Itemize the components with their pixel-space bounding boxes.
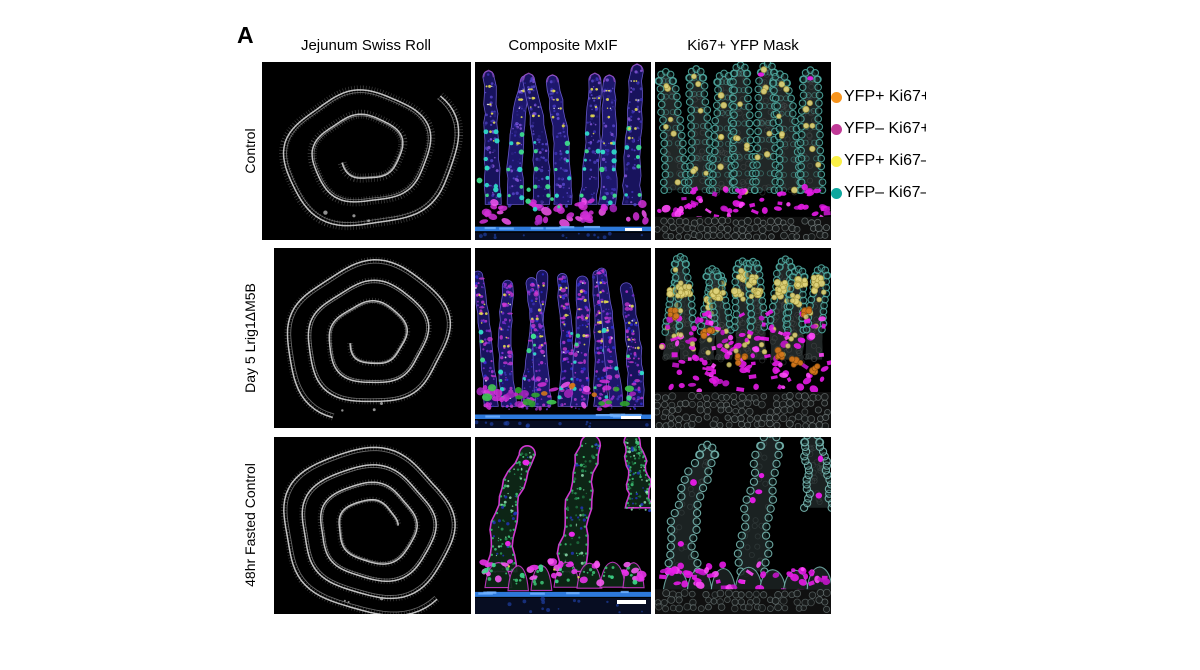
panel-fasted-swiss-roll	[274, 437, 471, 614]
row-label-day5-lrig1: Day 5 Lrig1ΔM5B	[242, 283, 258, 393]
panel-day5-swiss-roll	[274, 248, 471, 428]
panel-day5-composite-mxif	[475, 248, 651, 428]
panel-control-ki67-yfp-mask	[655, 62, 831, 240]
legend-item-yfp-pos-ki67-pos: YFP+ Ki67+	[831, 89, 926, 105]
microscopy-image-control-mask	[655, 62, 831, 240]
scale-bar	[617, 600, 646, 604]
panel-control-composite-mxif	[475, 62, 651, 240]
panel-day5-ki67-yfp-mask	[655, 248, 831, 428]
column-header-composite-mxif: Composite MxIF	[508, 37, 618, 54]
panel-fasted-composite-mxif	[475, 437, 651, 614]
legend-item-yfp-neg-ki67-pos: YFP– Ki67+	[831, 120, 926, 137]
legend-label: YFP+ Ki67+	[844, 89, 926, 105]
legend-item-yfp-neg-ki67-neg: YFP– Ki67–	[831, 184, 926, 201]
legend-dot-yellow	[831, 155, 842, 167]
scale-bar	[625, 228, 642, 231]
legend-dot-magenta	[831, 123, 842, 135]
panel-letter: A	[237, 22, 254, 48]
legend: YFP+ Ki67+ YFP– Ki67+ YFP+ Ki67– YFP– Ki…	[831, 89, 926, 217]
legend-label: YFP– Ki67–	[844, 184, 926, 201]
column-header-ki67-yfp-mask: Ki67+ YFP Mask	[687, 37, 799, 54]
microscopy-image-control-composite	[475, 63, 651, 240]
legend-item-yfp-pos-ki67-neg: YFP+ Ki67–	[831, 152, 926, 169]
microscopy-image-day5-composite	[475, 267, 651, 428]
legend-dot-teal	[831, 187, 842, 199]
microscopy-image-day5-mask	[655, 253, 831, 428]
row-label-48hr-fasted: 48hr Fasted Control	[242, 463, 258, 587]
microscopy-image-fasted-mask	[655, 437, 831, 614]
scale-bar	[621, 416, 641, 419]
microscopy-image-day5-swiss-roll	[284, 256, 454, 421]
legend-label: YFP– Ki67+	[844, 120, 926, 137]
microscopy-image-fasted-swiss-roll	[280, 444, 459, 614]
panel-fasted-ki67-yfp-mask	[655, 437, 831, 614]
microscopy-image-control-swiss-roll	[278, 85, 464, 231]
legend-dot-orange	[831, 91, 842, 103]
microscopy-image-fasted-composite	[475, 437, 651, 614]
column-header-jejunum-swiss-roll: Jejunum Swiss Roll	[300, 37, 432, 54]
legend-label: YFP+ Ki67–	[844, 152, 926, 169]
panel-control-swiss-roll	[262, 62, 471, 240]
row-label-control: Control	[242, 128, 258, 174]
